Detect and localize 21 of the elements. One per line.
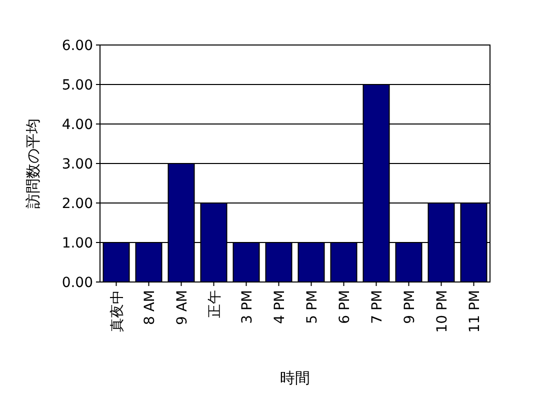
y-tick-label: 2.00 [62, 196, 93, 212]
x-tick-label: 8 AM [142, 290, 158, 326]
x-tick-label: 10 PM [434, 290, 450, 333]
x-tick-label: 7 PM [369, 290, 386, 324]
y-tick-label: 0.00 [62, 275, 93, 291]
x-tick-label: 4 PM [272, 290, 288, 324]
y-tick-label: 3.00 [62, 156, 93, 172]
x-tick-label: 11 PM [466, 290, 483, 333]
y-tick-label: 4.00 [62, 117, 93, 133]
y-tick-label: 1.00 [62, 236, 93, 252]
x-tick-label: 正午 [206, 290, 223, 318]
y-axis-title: 訪問数の平均 [24, 118, 42, 208]
x-tick-label: 6 PM [336, 290, 353, 324]
x-tick-label: 真夜中 [109, 290, 126, 332]
y-tick-label: 6.00 [62, 38, 93, 54]
x-tick-label: 9 AM [174, 290, 190, 326]
y-tick-label: 5.00 [62, 78, 93, 94]
x-tick-label: 3 PM [239, 290, 256, 324]
x-tick-label: 9 PM [402, 290, 418, 324]
x-tick-label: 5 PM [304, 290, 320, 324]
x-axis-title: 時間 [280, 369, 310, 387]
